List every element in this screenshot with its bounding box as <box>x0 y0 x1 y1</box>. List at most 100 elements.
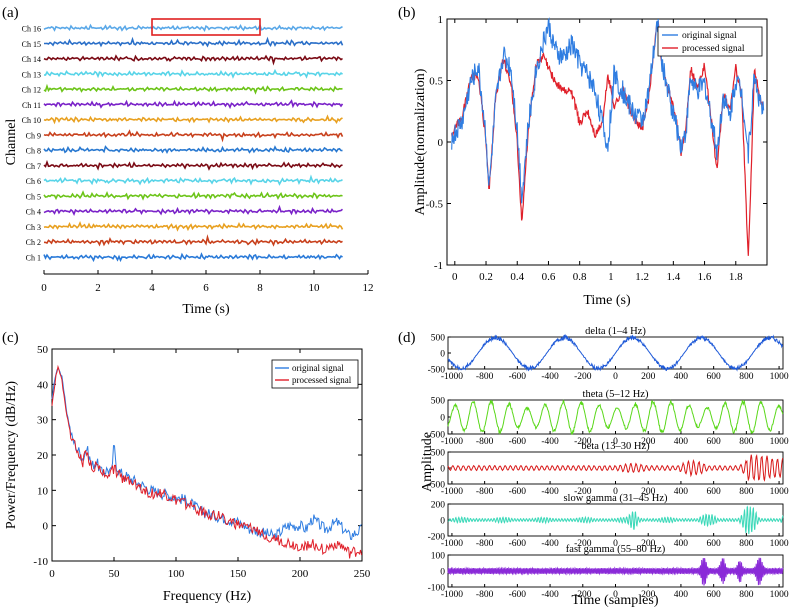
panel-d-xtick-label: 0 <box>613 487 618 497</box>
panel-a-xtick-label: 6 <box>203 282 209 294</box>
channel-signal-ch-10 <box>43 114 343 125</box>
panel-d-subplot-title: fast gamma (55–80 Hz) <box>566 544 666 555</box>
panel-c-label: (c) <box>2 330 19 346</box>
panel-a-label: (a) <box>2 5 19 21</box>
panel-d-line-delta-1-4-hz <box>447 333 784 372</box>
panel-a-signals <box>43 23 344 263</box>
panel-b-ylabel: Amplitude(normalization) <box>413 68 428 215</box>
panel-a-xtick-label: 2 <box>95 282 101 294</box>
panel-c-ytick-label: 0 <box>43 521 49 533</box>
panel-c-ytick-label: 50 <box>37 344 49 356</box>
panel-b-xtick-label: 0.4 <box>510 271 524 283</box>
channel-label-ch-12: Ch 12 <box>22 86 41 95</box>
panel-d-ytick-label: 0 <box>440 465 445 475</box>
panel-d-xtick-label: 800 <box>739 437 754 447</box>
panel-a-highlight-box <box>151 18 261 36</box>
panel-d-subplot-title: theta (5–12 Hz) <box>583 389 649 400</box>
panel-d-xlabel: Time (samples) <box>572 593 659 608</box>
panel-b-ticks: 0 0.2 0.4 0.6 0.8 1 1.2 1.4 1.6 1.8 -1 -0.5 0 0.5 1 <box>426 14 767 283</box>
panel-d-subplot-title: delta (1–4 Hz) <box>585 326 646 337</box>
panel-b-line-processed-signal <box>451 21 764 256</box>
panel-b-xtick-label: 1.6 <box>698 271 712 283</box>
panel-b-xtick-label: 1.4 <box>666 271 680 283</box>
panel-a-x-ticks: 0 2 4 6 8 10 12 <box>41 270 374 294</box>
panel-b-ytick-label: 1 <box>438 14 444 26</box>
panel-c-ytick-label: 30 <box>37 415 49 427</box>
panel-b-xtick-label: 1.8 <box>729 271 743 283</box>
panel-d-xtick-label: -200 <box>574 437 592 447</box>
panel-c-line-original-signal <box>51 367 362 541</box>
panel-d-ytick-label: 500 <box>431 334 446 344</box>
panel-d-ytick-label: -500 <box>428 366 446 376</box>
channel-label-ch-16: Ch 16 <box>22 25 41 34</box>
channel-signal-ch-5 <box>43 190 343 201</box>
panel-d-ytick-label: 0 <box>440 414 445 424</box>
panel-d-xtick-label: 800 <box>739 590 754 600</box>
panel-d-line-slow-gamma-31-45-hz <box>447 505 784 535</box>
panel-b-xtick-label: 0.2 <box>479 271 493 283</box>
panel-b-label: (b) <box>398 5 416 21</box>
panel-d-ytick-label: 100 <box>431 552 446 562</box>
panel-b-legend: original signal processed signal <box>657 26 763 57</box>
channel-signal-ch-12 <box>43 83 343 95</box>
panel-d-xtick-label: -1000 <box>441 487 463 497</box>
channel-label-ch-10: Ch 10 <box>22 116 41 125</box>
panel-d-xtick-label: 0 <box>613 372 618 382</box>
panel-a-xtick-label: 12 <box>363 282 374 294</box>
panel-d-ytick-label: 200 <box>431 501 446 511</box>
panel-d-xtick-label: 200 <box>641 590 656 600</box>
channel-label-ch-8: Ch 8 <box>26 147 41 156</box>
panel-a-xtick-label: 8 <box>257 282 263 294</box>
panel-d-subplot-delta-1-4-hz: delta (1–4 Hz) 500 0 -500-1000 -800 -600 -400 -… <box>428 326 789 382</box>
panel-d-xtick-label: 400 <box>674 590 689 600</box>
panel-d-xtick-label: 600 <box>707 590 722 600</box>
panel-d-xtick-label: 0 <box>613 437 618 447</box>
panel-b-ytick-label: -1 <box>434 260 443 272</box>
panel-d-xtick-label: 0 <box>613 590 618 600</box>
panel-d-xtick-label: -800 <box>476 372 494 382</box>
panel-d-xtick-label: -200 <box>574 487 592 497</box>
panel-c-ytick-label: 20 <box>37 450 49 462</box>
panel-d-xtick-label: -400 <box>541 437 559 447</box>
panel-d-label: (d) <box>398 330 416 346</box>
panel-d-xtick-label: 400 <box>674 539 689 549</box>
panel-d-xtick-label: 800 <box>739 487 754 497</box>
panel-d-xtick-label: 800 <box>739 539 754 549</box>
panel-d-xtick-label: -400 <box>541 590 559 600</box>
channel-label-ch-4: Ch 4 <box>26 208 41 217</box>
panel-d-xtick-label: -1000 <box>441 590 463 600</box>
panel-d-xtick-label: -400 <box>541 372 559 382</box>
panel-d-xtick-label: 200 <box>641 487 656 497</box>
channel-signal-ch-16 <box>43 23 343 32</box>
panel-d-xtick-label: 200 <box>641 539 656 549</box>
panel-c-xtick-label: 250 <box>354 568 371 580</box>
panel-c-legend: original signal processed signal <box>271 359 359 389</box>
panel-d-ytick-label: 0 <box>440 568 445 578</box>
panel-c-ylabel: Power/Frequency (dB/Hz) <box>4 381 19 529</box>
panel-c-legend-box <box>271 359 359 389</box>
panel-d-xtick-label: 200 <box>641 372 656 382</box>
panel-c-xtick-label: 0 <box>49 568 55 580</box>
panel-d-xtick-label: 400 <box>674 372 689 382</box>
channel-label-ch-1: Ch 1 <box>26 254 41 263</box>
panel-d-xtick-label: -1000 <box>441 372 463 382</box>
panel-d-ytick-label: -200 <box>428 533 446 543</box>
panel-b-ytick-label: 0 <box>438 137 444 149</box>
channel-signal-ch-4 <box>43 204 343 216</box>
panel-d-xtick-label: -400 <box>541 487 559 497</box>
panel-c-ytick-label: 40 <box>37 379 49 391</box>
panel-d-line-theta-5-12-hz <box>447 399 784 436</box>
panel-d-xtick-label: -200 <box>574 372 592 382</box>
panel-d-xtick-label: -400 <box>541 539 559 549</box>
panel-d-xtick-label: 600 <box>707 539 722 549</box>
panel-d-xtick-label: 1000 <box>770 590 789 600</box>
panel-c-xlabel: Frequency (Hz) <box>163 589 252 604</box>
panel-b-legend-processed: processed signal <box>682 44 745 54</box>
panel-a-xtick-label: 10 <box>309 282 321 294</box>
channel-label-ch-7: Ch 7 <box>26 162 41 171</box>
